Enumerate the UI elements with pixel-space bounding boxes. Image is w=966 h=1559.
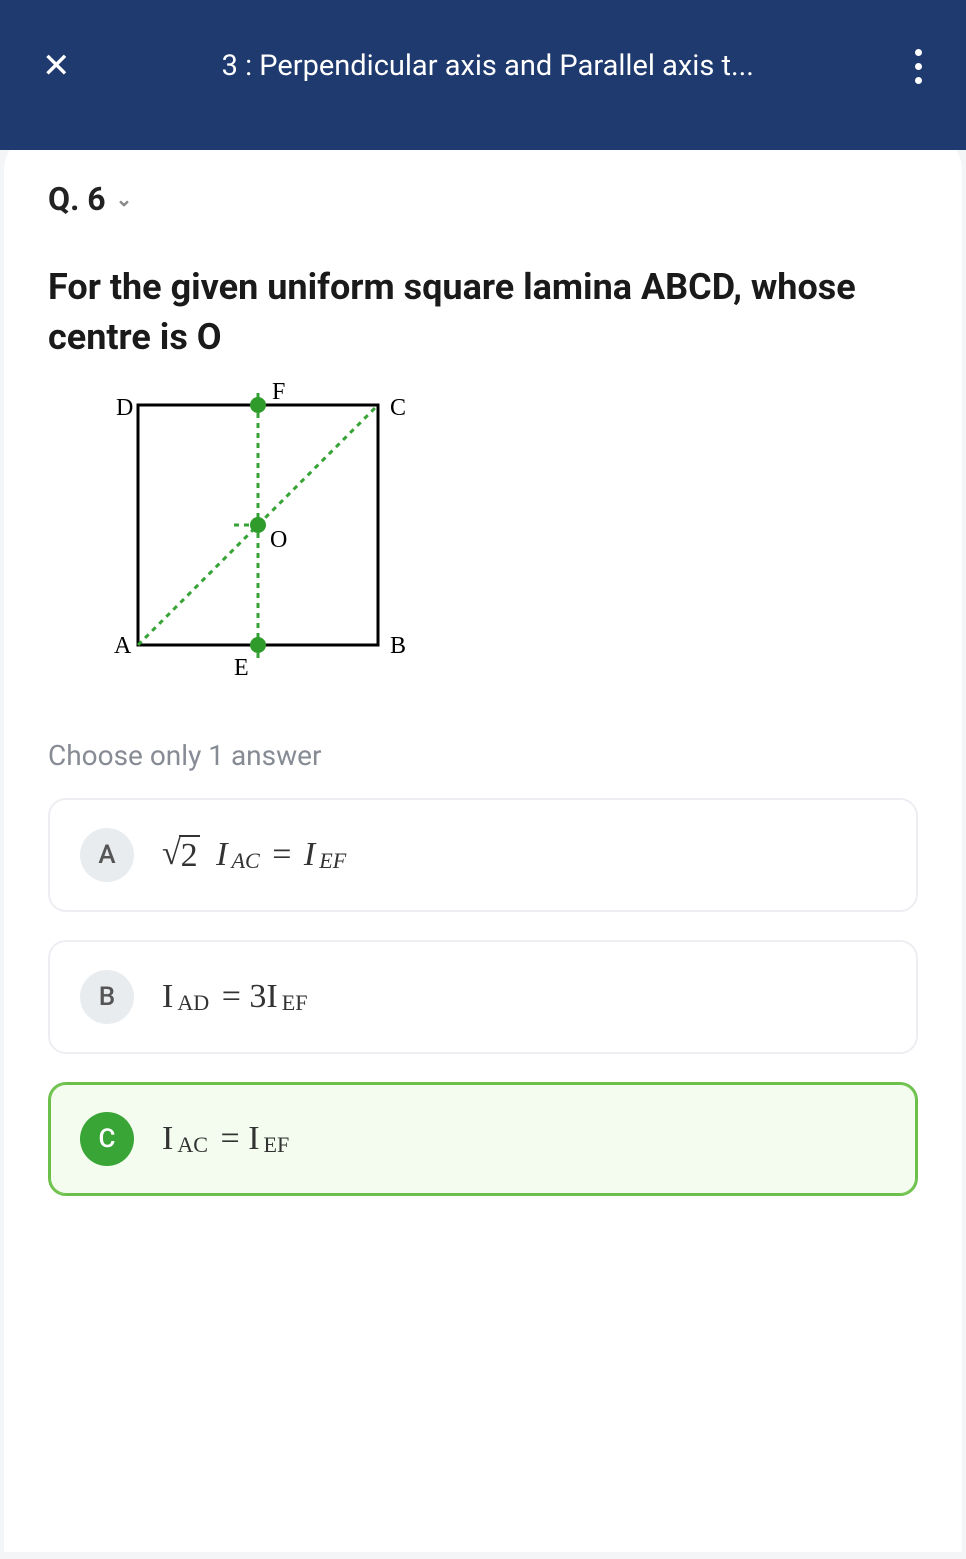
answer-option-c[interactable]: C IAC = IEF <box>48 1082 918 1196</box>
options-container: A √2 IAC = IEF B IAD = 3IEF C IAC = IEF <box>48 798 918 1196</box>
svg-text:E: E <box>234 655 249 681</box>
option-letter: C <box>80 1112 134 1166</box>
option-letter: B <box>80 970 134 1024</box>
chevron-down-icon: ⌄ <box>116 187 133 211</box>
question-diagram: D C A B F E O <box>78 375 918 699</box>
option-letter: A <box>80 828 134 882</box>
question-number-label: Q. 6 <box>48 180 106 218</box>
app-header: ✕ 3 : Perpendicular axis and Parallel ax… <box>0 0 966 150</box>
svg-text:O: O <box>270 527 287 553</box>
question-text: For the given uniform square lamina ABCD… <box>48 262 918 363</box>
question-number-dropdown[interactable]: Q. 6 ⌄ <box>48 180 918 218</box>
close-icon[interactable]: ✕ <box>32 39 81 93</box>
answer-option-b[interactable]: B IAD = 3IEF <box>48 940 918 1054</box>
svg-text:F: F <box>272 379 285 405</box>
option-formula: IAC = IEF <box>162 1120 289 1158</box>
svg-text:C: C <box>390 395 406 421</box>
svg-text:D: D <box>116 395 133 421</box>
answer-instruction: Choose only 1 answer <box>48 739 918 772</box>
answer-option-a[interactable]: A √2 IAC = IEF <box>48 798 918 912</box>
svg-text:A: A <box>114 633 132 659</box>
more-icon[interactable] <box>905 39 932 94</box>
svg-text:B: B <box>390 633 406 659</box>
option-formula: √2 IAC = IEF <box>162 835 346 875</box>
question-card: Q. 6 ⌄ For the given uniform square lami… <box>4 132 962 1552</box>
header-title: 3 : Perpendicular axis and Parallel axis… <box>81 49 896 83</box>
option-formula: IAD = 3IEF <box>162 978 308 1016</box>
